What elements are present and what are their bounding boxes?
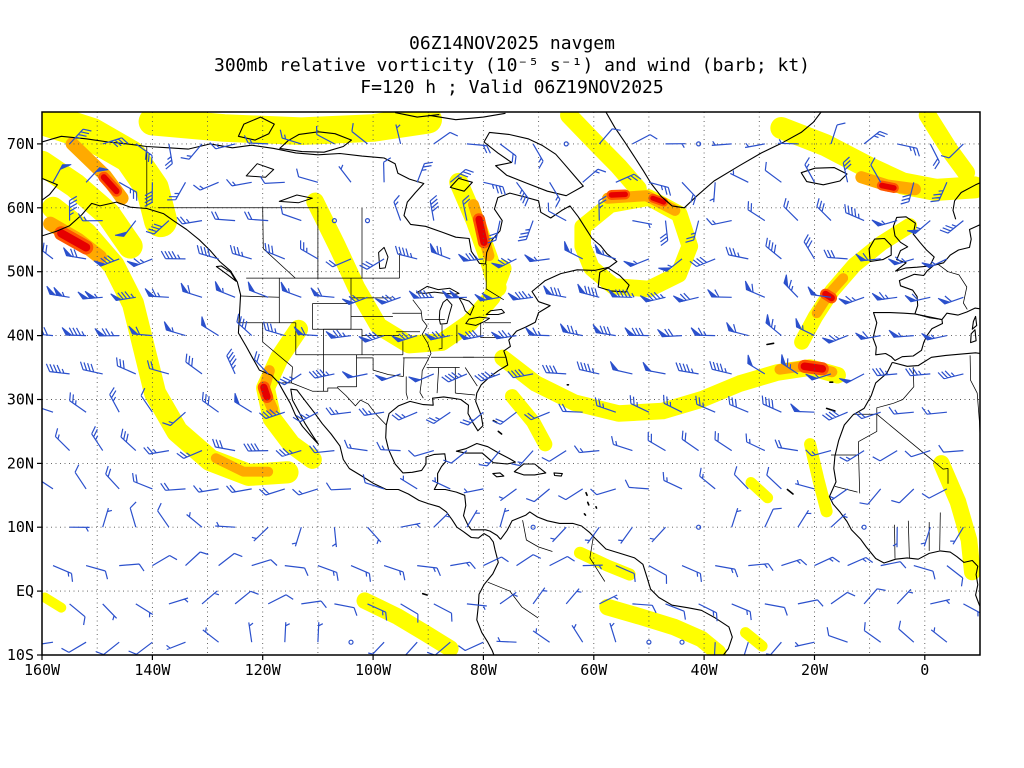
lon-axis-label: 40W	[691, 661, 719, 679]
lon-axis-label: 160W	[24, 661, 61, 679]
lat-axis-label: 50N	[7, 263, 34, 281]
lat-axis-label: 60N	[7, 199, 34, 217]
lon-axis-label: 60W	[580, 661, 608, 679]
wind-barb-strokes	[42, 122, 980, 655]
vorticity-layer	[42, 112, 980, 655]
lon-axis-label: 80W	[470, 661, 498, 679]
lon-axis-label: 120W	[245, 661, 282, 679]
wind-barb-pennants	[42, 164, 952, 413]
coastlines-layer	[42, 112, 980, 655]
wind-barbs-layer	[42, 122, 980, 655]
lon-axis-label: 0	[920, 661, 929, 679]
lat-axis-label: 10S	[7, 646, 34, 664]
chart-titles: 06Z14NOV2025 navgem 300mb relative vorti…	[0, 33, 1024, 99]
title-run: 06Z14NOV2025 navgem	[409, 33, 615, 54]
lon-axis-label: 20W	[801, 661, 829, 679]
plot-frame	[41, 111, 981, 656]
lon-axis-label: 140W	[134, 661, 171, 679]
title-field: 300mb relative vorticity (10⁻⁵ s⁻¹) and …	[213, 55, 811, 76]
axis-ticks	[37, 143, 926, 660]
lat-axis-label: 10N	[7, 518, 34, 536]
lat-axis-label: EQ	[16, 582, 34, 600]
title-valid: F=120 h ; Valid 06Z19NOV2025	[360, 77, 664, 98]
lat-axis-label: 40N	[7, 327, 34, 345]
lat-axis-label: 70N	[7, 135, 34, 153]
lat-axis-label: 30N	[7, 391, 34, 409]
lat-axis-label: 20N	[7, 454, 34, 472]
lon-axis-label: 100W	[355, 661, 392, 679]
